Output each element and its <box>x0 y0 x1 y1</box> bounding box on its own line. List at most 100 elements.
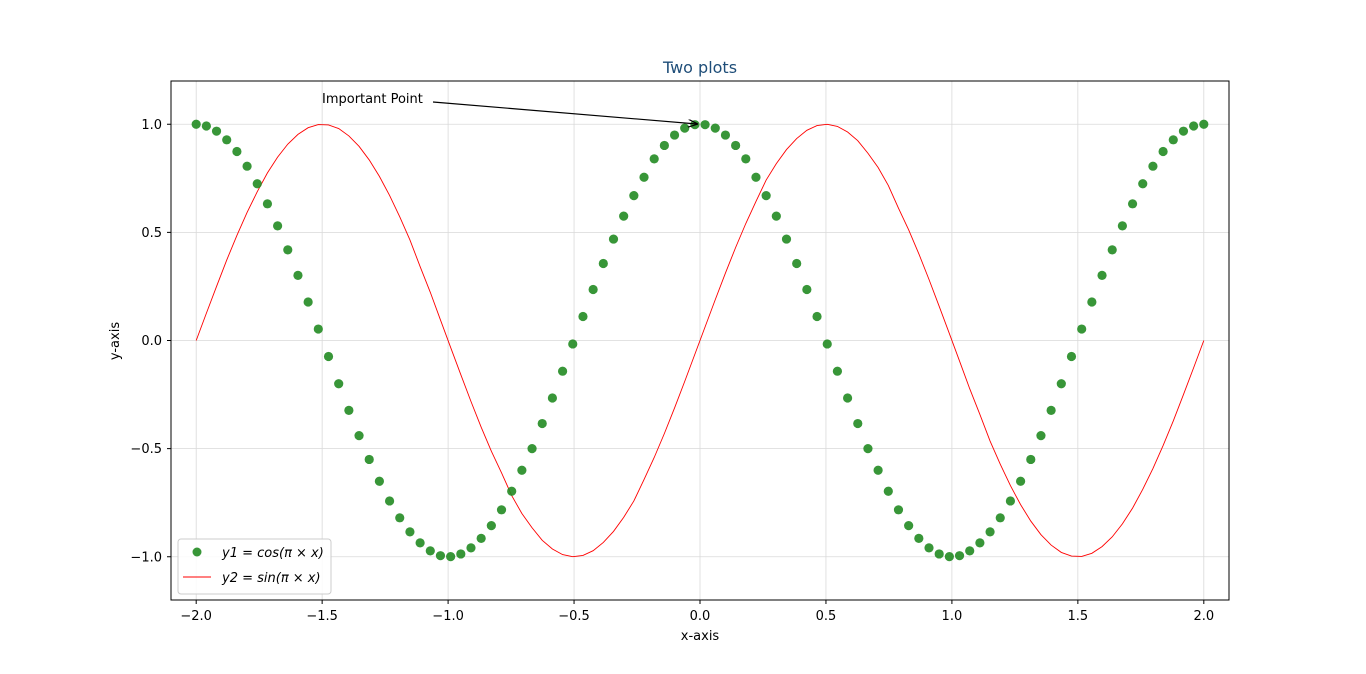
legend-label-series-2: y2 = sin(π × x) <box>221 571 321 586</box>
scatter-point-cos <box>1138 179 1148 189</box>
scatter-point-cos <box>364 454 374 465</box>
scatter-point-cos <box>792 258 802 269</box>
scatter-point-cos <box>751 172 761 182</box>
scatter-point-cos <box>415 538 425 548</box>
x-tick-label: −1.5 <box>306 609 338 624</box>
scatter-point-cos <box>486 521 496 531</box>
scatter-point-cos <box>1097 270 1107 281</box>
scatter-point-cos <box>303 297 313 307</box>
scatter-point-cos <box>924 543 934 553</box>
scatter-point-cos <box>334 379 344 389</box>
scatter-point-cos <box>232 146 242 157</box>
scatter-point-cos <box>537 418 547 429</box>
scatter-point-cos <box>1066 351 1077 362</box>
scatter-point-cos <box>1087 297 1097 307</box>
scatter-point-cos <box>507 486 517 496</box>
scatter-point-cos <box>680 123 690 133</box>
scatter-point-cos <box>873 465 883 475</box>
x-tick-label: 1.5 <box>1068 609 1089 624</box>
series-line-sin <box>195 123 1205 558</box>
scatter-point-cos <box>822 339 832 349</box>
x-axis-label: x-axis <box>681 629 720 644</box>
legend-marker-series-1 <box>192 547 202 557</box>
scatter-point-cos <box>293 270 303 281</box>
scatter-point-cos <box>446 552 456 562</box>
scatter-point-cos <box>588 284 598 295</box>
scatter-point-cos <box>1005 496 1016 506</box>
scatter-point-cos <box>476 533 486 543</box>
scatter-point-cos <box>1056 379 1066 389</box>
x-tick-label: −2.0 <box>180 609 212 624</box>
scatter-point-cos <box>629 191 639 201</box>
scatter-point-cos <box>985 527 995 537</box>
scatter-point-cos <box>761 191 771 201</box>
scatter-point-cos <box>995 513 1005 523</box>
scatter-point-cos <box>496 505 507 515</box>
scatter-point-cos <box>934 549 944 559</box>
scatter-point-cos <box>944 552 954 562</box>
annotation-text: Important Point <box>322 92 423 107</box>
scatter-point-cos <box>201 121 211 131</box>
scatter-point-cos <box>639 172 649 182</box>
scatter-point-cos <box>354 431 364 441</box>
scatter-point-cos <box>466 543 476 553</box>
scatter-point-cos <box>425 546 435 556</box>
scatter-point-cos <box>771 211 781 221</box>
y-axis-ticks: −1.0 −0.5 0.0 0.5 1.0 <box>130 118 171 565</box>
scatter-point-cos <box>975 538 985 548</box>
scatter-point-cos <box>1026 454 1036 465</box>
series-layer <box>191 119 1209 562</box>
scatter-point-cos <box>191 119 201 129</box>
scatter-point-cos <box>893 505 904 515</box>
scatter-point-cos <box>832 366 843 376</box>
scatter-point-cos <box>344 405 354 415</box>
scatter-point-cos <box>1127 199 1138 209</box>
scatter-point-cos <box>863 444 873 454</box>
scatter-point-cos <box>842 393 853 403</box>
scatter-point-cos <box>283 245 293 255</box>
scatter-point-cos <box>1046 405 1056 415</box>
scatter-point-cos <box>456 549 466 559</box>
scatter-point-cos <box>547 393 558 403</box>
scatter-point-cos <box>374 476 384 486</box>
scatter-point-cos <box>242 161 252 171</box>
scatter-point-cos <box>608 234 619 244</box>
y-tick-label: 1.0 <box>141 118 162 133</box>
legend-label-series-1: y1 = cos(π × x) <box>221 546 324 561</box>
scatter-point-cos <box>649 154 659 164</box>
scatter-point-cos <box>1189 121 1199 131</box>
scatter-point-cos <box>1168 135 1178 145</box>
scatter-point-cos <box>1077 324 1087 334</box>
x-tick-label: 1.0 <box>942 609 963 624</box>
scatter-point-cos <box>252 179 262 189</box>
scatter-point-cos <box>883 486 893 496</box>
scatter-point-cos <box>1117 221 1127 231</box>
scatter-point-cos <box>710 123 720 133</box>
scatter-point-cos <box>517 465 527 475</box>
scatter-point-cos <box>659 140 669 151</box>
y-tick-label: −0.5 <box>130 442 162 457</box>
scatter-point-cos <box>1199 119 1209 129</box>
scatter-point-cos <box>954 551 965 561</box>
scatter-point-cos <box>211 126 222 136</box>
y-tick-label: −1.0 <box>130 550 162 565</box>
scatter-point-cos <box>313 324 323 334</box>
scatter-point-cos <box>1036 431 1046 441</box>
scatter-point-cos <box>802 284 812 295</box>
chart-title: Two plots <box>662 58 737 77</box>
scatter-point-cos <box>1158 146 1168 157</box>
scatter-point-cos <box>323 351 334 362</box>
scatter-point-cos <box>222 135 232 145</box>
x-tick-label: 0.5 <box>816 609 837 624</box>
x-axis-ticks: −2.0 −1.5 −1.0 −0.5 0.0 0.5 1.0 1.5 2.0 <box>180 600 1214 624</box>
scatter-point-cos <box>619 211 629 221</box>
scatter-point-cos <box>435 551 446 561</box>
scatter-point-cos <box>781 234 792 244</box>
x-tick-label: −0.5 <box>558 609 590 624</box>
scatter-point-cos <box>731 140 741 151</box>
scatter-point-cos <box>273 221 283 231</box>
annotation: Important Point <box>322 92 697 124</box>
scatter-point-cos <box>1148 161 1158 171</box>
scatter-point-cos <box>1016 476 1026 486</box>
